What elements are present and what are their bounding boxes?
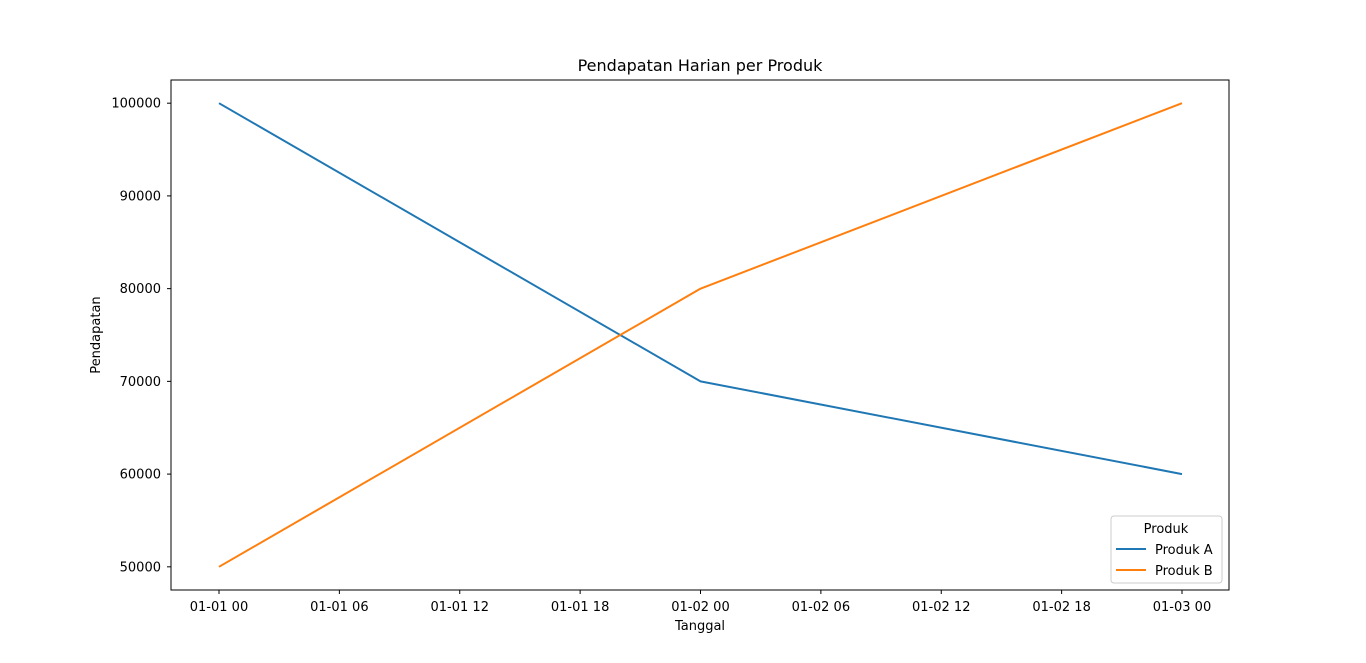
y-tick-label: 50000 xyxy=(120,560,161,575)
legend-label-produk-b: Produk B xyxy=(1155,564,1213,579)
x-tick-label: 01-03 00 xyxy=(1153,600,1211,615)
x-tick-label: 01-01 00 xyxy=(190,600,248,615)
x-tick-label: 01-02 06 xyxy=(792,600,850,615)
x-axis-ticks: 01-01 00 01-01 06 01-01 12 01-01 18 01-02 00… xyxy=(190,590,1211,615)
y-axis-label: Pendapatan xyxy=(89,296,104,373)
y-tick-label: 60000 xyxy=(120,468,161,483)
y-tick-label: 80000 xyxy=(120,282,161,297)
x-tick-label: 01-01 18 xyxy=(551,600,609,615)
y-tick-label: 100000 xyxy=(111,97,161,112)
y-axis-ticks: 50000 60000 70000 80000 90000 100000 xyxy=(111,97,171,575)
y-tick-label: 70000 xyxy=(120,375,161,390)
x-tick-label: 01-02 00 xyxy=(671,600,729,615)
series-line-produk-a xyxy=(218,102,1183,476)
plot-area xyxy=(171,80,1229,590)
y-tick-label: 90000 xyxy=(120,189,161,204)
chart-title: Pendapatan Harian per Produk xyxy=(578,56,824,75)
x-tick-label: 01-01 06 xyxy=(310,600,368,615)
legend-title: Produk xyxy=(1144,522,1189,537)
series-layer xyxy=(218,102,1183,568)
x-tick-label: 01-01 12 xyxy=(431,600,489,615)
series-line-produk-b xyxy=(218,102,1183,568)
x-tick-label: 01-02 18 xyxy=(1032,600,1090,615)
x-tick-label: 01-02 12 xyxy=(912,600,970,615)
legend-label-produk-a: Produk A xyxy=(1155,543,1213,558)
x-axis-label: Tanggal xyxy=(674,619,725,634)
legend-box xyxy=(1110,515,1223,584)
legend: Produk Produk A Produk B xyxy=(1110,515,1223,584)
